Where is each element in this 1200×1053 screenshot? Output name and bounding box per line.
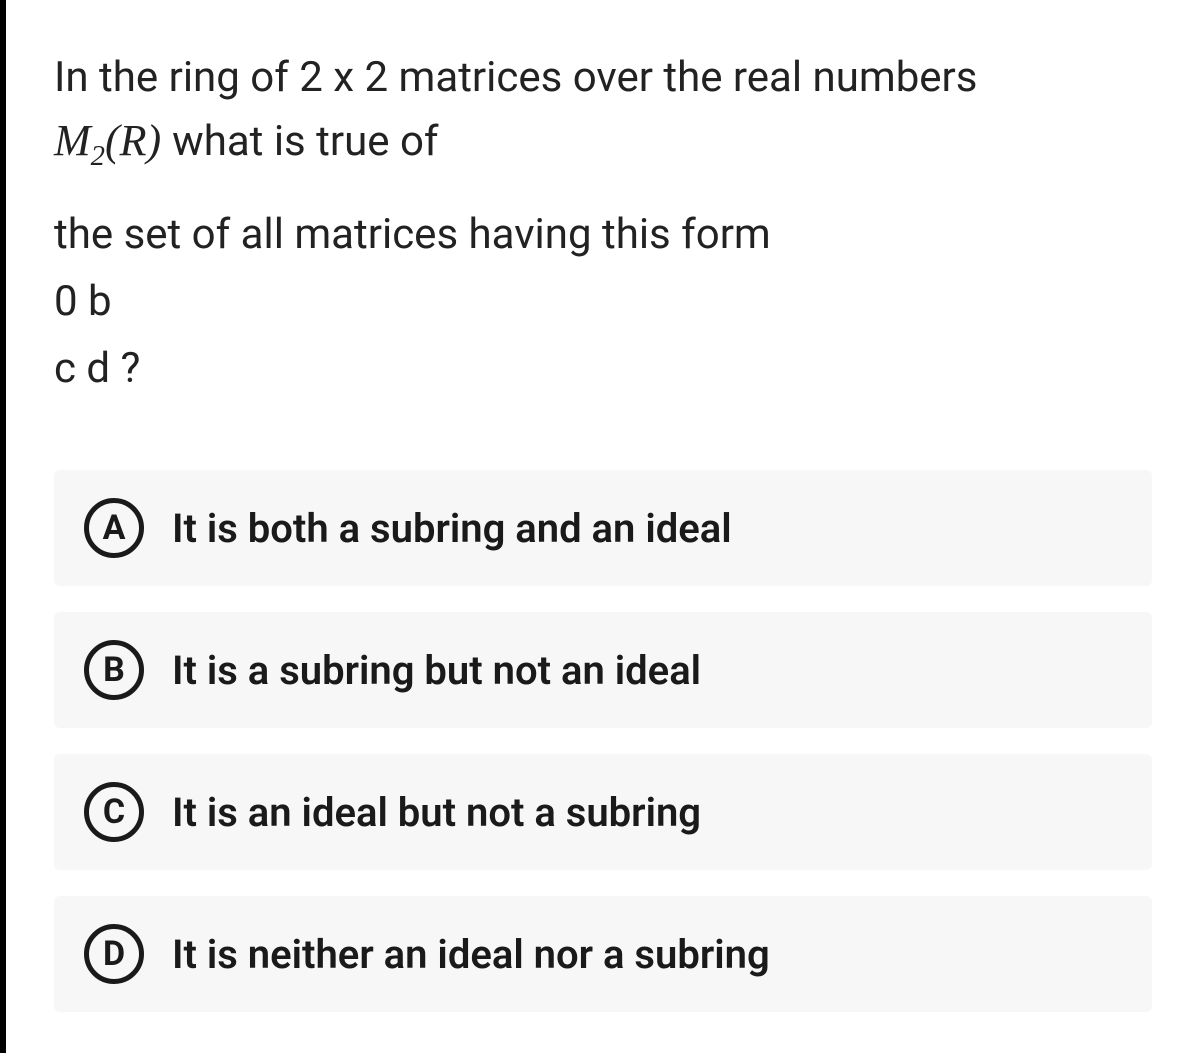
option-text: It is both a subring and an ideal [172,505,732,552]
math-expression: M2(R) [54,116,172,165]
options-list: A It is both a subring and an ideal B It… [54,470,1152,1012]
question-page: In the ring of 2 x 2 matrices over the r… [0,0,1200,1053]
option-c[interactable]: C It is an ideal but not a subring [54,754,1152,870]
option-letter: C [84,782,144,842]
option-b[interactable]: B It is a subring but not an ideal [54,612,1152,728]
option-text: It is neither an ideal nor a subring [172,931,770,978]
matrix-row-1: 0 b [54,270,1152,333]
matrix-row-2: c d ? [54,337,1152,400]
question-line1-suffix: what is true of [172,117,438,166]
option-text: It is an ideal but not a subring [172,789,701,836]
option-a[interactable]: A It is both a subring and an ideal [54,470,1152,586]
option-letter: D [84,924,144,984]
option-text: It is a subring but not an ideal [172,647,701,694]
question-stem: In the ring of 2 x 2 matrices over the r… [54,48,1152,177]
question-line2: the set of all matrices having this form [54,205,1152,266]
question-line1-prefix: In the ring of 2 x 2 matrices over the r… [54,53,977,102]
option-d[interactable]: D It is neither an ideal nor a subring [54,896,1152,1012]
option-letter: B [84,640,144,700]
option-letter: A [84,498,144,558]
